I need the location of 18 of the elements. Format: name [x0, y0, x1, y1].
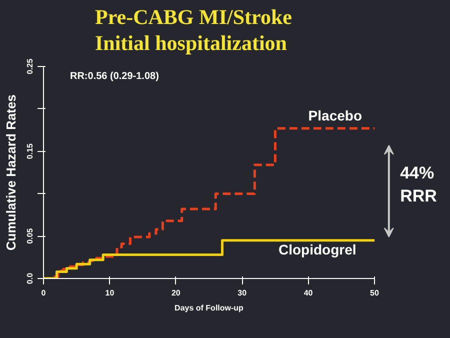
x-tick-label: 10 — [105, 288, 115, 298]
chart-subtitle: Initial hospitalization — [95, 31, 287, 55]
text: 44% RRR — [400, 163, 437, 206]
x-tick-label: 50 — [370, 288, 380, 298]
x-tick-label: 20 — [171, 288, 181, 298]
y-tick-label: 0.0 — [26, 272, 34, 284]
series-label: Clopidogrel — [278, 242, 356, 258]
x-tick-label: 0 — [41, 288, 46, 298]
series-label: Placebo — [308, 108, 362, 124]
y-tick-label: 0.05 — [26, 228, 34, 244]
y-tick-label: 0.15 — [26, 142, 34, 160]
x-tick-label: 40 — [304, 288, 314, 298]
y-axis-title: Cumulative Hazard Rates — [4, 94, 18, 251]
y-tick-label: 0.25 — [26, 58, 34, 74]
annotation: RR:0.56 (0.29-1.08) — [70, 71, 159, 82]
chart-title: Pre-CABG MI/Stroke — [95, 5, 292, 29]
x-axis-title: Days of Follow-up — [174, 304, 244, 312]
x-tick-label: 30 — [238, 288, 248, 298]
